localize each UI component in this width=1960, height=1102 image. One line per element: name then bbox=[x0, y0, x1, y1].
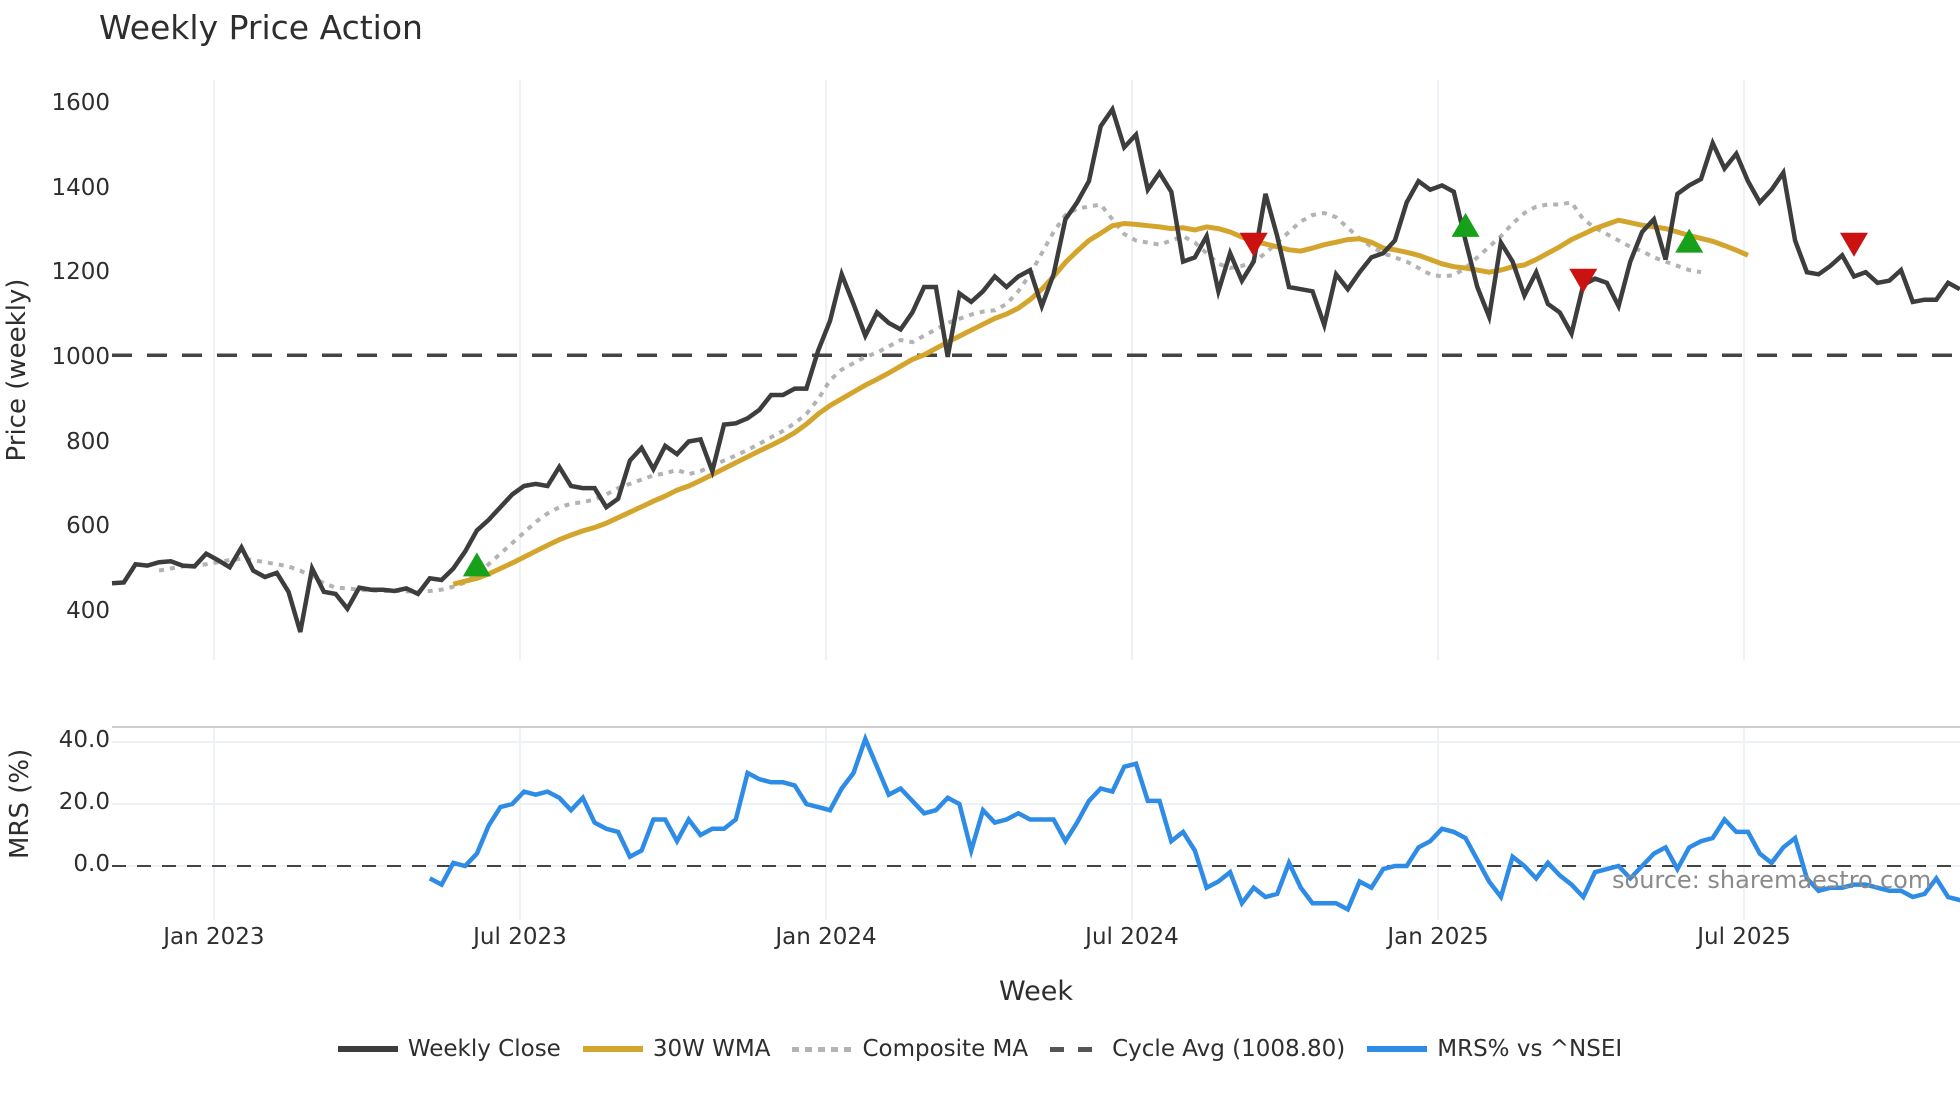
buy-signal-icon bbox=[1675, 228, 1704, 253]
price-y-tick: 400 bbox=[66, 597, 110, 624]
legend-label: Weekly Close bbox=[407, 1036, 561, 1062]
mrs-y-tick: 40.0 bbox=[58, 727, 110, 753]
mrs-line bbox=[428, 732, 1960, 913]
mrs-y-tick: 0.0 bbox=[73, 851, 110, 877]
gridlines bbox=[212, 80, 1746, 660]
weekly-close-line bbox=[111, 104, 1960, 633]
legend-swatch-icon bbox=[337, 1046, 398, 1052]
sell-signal-icon bbox=[1239, 232, 1268, 257]
legend-swatch-icon bbox=[582, 1046, 643, 1052]
legend-label: 30W WMA bbox=[652, 1036, 771, 1062]
composite-ma-line bbox=[158, 200, 1702, 594]
mrs-y-tick: 20.0 bbox=[58, 789, 110, 815]
signal-markers bbox=[462, 212, 1868, 577]
legend-item: Composite MA bbox=[792, 1036, 1028, 1062]
legend-label: Cycle Avg (1008.80) bbox=[1112, 1036, 1346, 1062]
buy-signal-icon bbox=[462, 552, 491, 577]
legend-swatch-icon bbox=[1367, 1046, 1428, 1052]
legend: Weekly Close 30W WMA Composite MA Cycle Avg… bbox=[0, 1036, 1960, 1062]
x-tick: Jul 2024 bbox=[1085, 924, 1179, 950]
legend-item: Cycle Avg (1008.80) bbox=[1050, 1036, 1345, 1062]
x-tick: Jul 2025 bbox=[1697, 924, 1791, 950]
legend-item: MRS% vs ^NSEI bbox=[1367, 1036, 1622, 1062]
chart-title: Weekly Price Action bbox=[99, 8, 423, 47]
legend-item: Weekly Close bbox=[337, 1036, 561, 1062]
sell-signal-icon bbox=[1839, 232, 1868, 257]
legend-label: MRS% vs ^NSEI bbox=[1437, 1036, 1623, 1062]
x-tick: Jan 2025 bbox=[1387, 924, 1489, 950]
price-y-axis-label: Price (weekly) bbox=[2, 278, 32, 462]
price-y-tick: 1000 bbox=[51, 344, 110, 370]
price-y-tick: 1400 bbox=[51, 174, 110, 201]
buy-signal-icon bbox=[1451, 212, 1480, 237]
legend-label: Composite MA bbox=[862, 1036, 1029, 1062]
x-tick: Jan 2023 bbox=[163, 924, 265, 950]
price-y-tick: 1200 bbox=[51, 259, 110, 286]
price-y-tick: 800 bbox=[66, 428, 110, 455]
x-tick: Jan 2024 bbox=[775, 924, 877, 950]
legend-item: 30W WMA bbox=[582, 1036, 771, 1062]
mrs-y-axis-label: MRS (%) bbox=[5, 748, 35, 859]
wma-line bbox=[452, 217, 1749, 587]
source-note: source: sharemaestro.com bbox=[1612, 866, 1932, 894]
legend-swatch-icon bbox=[1050, 1046, 1103, 1052]
price-y-tick: 600 bbox=[66, 513, 110, 540]
price-y-tick: 1600 bbox=[51, 90, 110, 117]
x-tick: Jul 2023 bbox=[473, 924, 567, 950]
x-axis-label: Week bbox=[999, 976, 1073, 1007]
legend-swatch-icon bbox=[792, 1046, 853, 1052]
sell-signal-icon bbox=[1569, 268, 1598, 293]
